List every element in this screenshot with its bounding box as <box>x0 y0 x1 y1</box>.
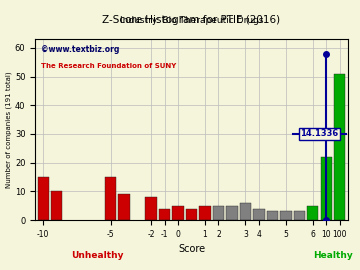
Bar <box>240 203 251 220</box>
Bar <box>199 206 211 220</box>
Bar <box>293 211 305 220</box>
Text: The Research Foundation of SUNY: The Research Foundation of SUNY <box>41 63 177 69</box>
Y-axis label: Number of companies (191 total): Number of companies (191 total) <box>5 71 12 188</box>
Bar <box>172 206 184 220</box>
Bar <box>186 209 197 220</box>
Bar <box>37 177 49 220</box>
Bar <box>118 194 130 220</box>
Bar <box>307 206 319 220</box>
Bar <box>213 206 224 220</box>
Bar <box>51 191 63 220</box>
Bar <box>145 197 157 220</box>
Bar <box>226 206 238 220</box>
Text: Industry: Bio Therapeutic Drugs: Industry: Bio Therapeutic Drugs <box>120 16 263 25</box>
X-axis label: Score: Score <box>178 244 205 254</box>
Bar <box>320 157 332 220</box>
Bar <box>253 209 265 220</box>
Bar <box>267 211 278 220</box>
Bar <box>159 209 170 220</box>
Text: Unhealthy: Unhealthy <box>71 251 123 260</box>
Bar <box>334 74 346 220</box>
Bar <box>280 211 292 220</box>
Title: Z-Score Histogram for PTIE (2016): Z-Score Histogram for PTIE (2016) <box>103 15 280 25</box>
Bar <box>105 177 116 220</box>
Text: Healthy: Healthy <box>313 251 353 260</box>
Text: ©www.textbiz.org: ©www.textbiz.org <box>41 45 120 54</box>
Text: 14.1336: 14.1336 <box>300 130 339 139</box>
